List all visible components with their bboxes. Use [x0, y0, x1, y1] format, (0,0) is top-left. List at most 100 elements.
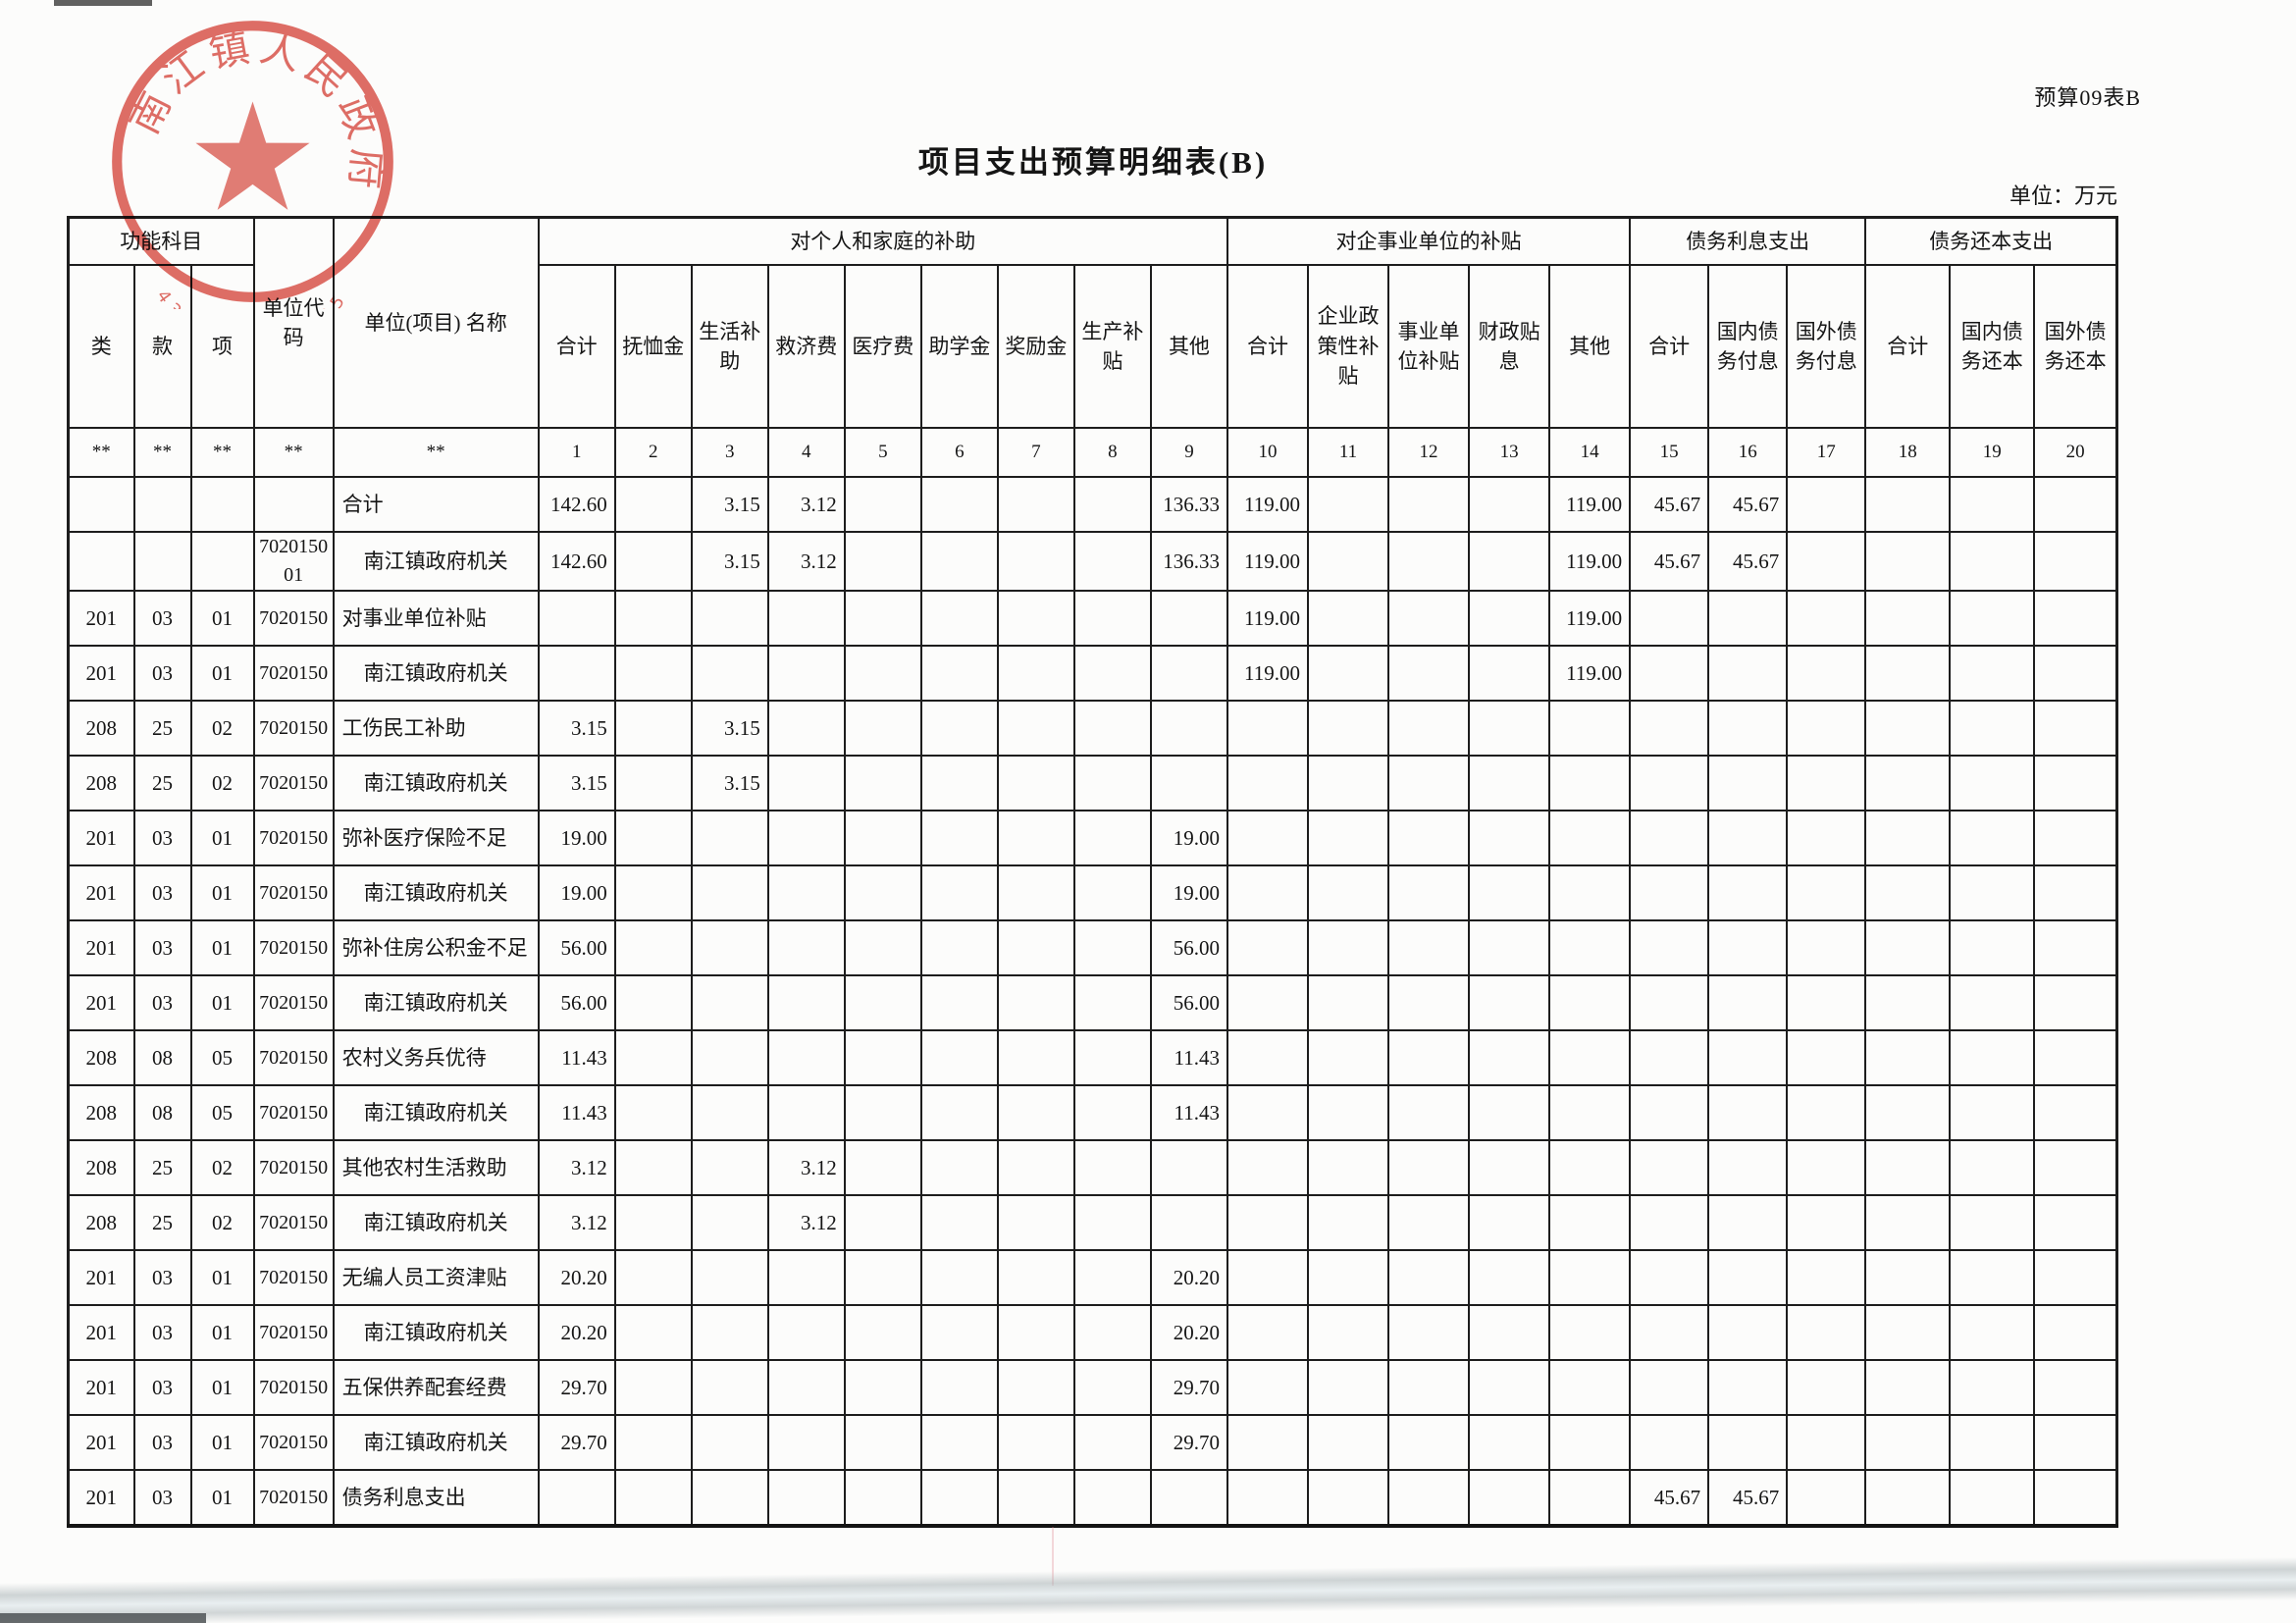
value-cell-col11: [1306, 590, 1390, 647]
value-cell-col16: [1707, 919, 1789, 976]
unit-project-name-cell: 南江镇政府机关: [332, 531, 540, 592]
table-row-3: 201 03 01 7020150 对事业单位补贴 119.00 119.00: [67, 590, 2118, 647]
value-cell-col2: [613, 974, 693, 1031]
unit-project-name-cell: 南江镇政府机关: [332, 1084, 540, 1141]
value-cell-col20: [2033, 1194, 2118, 1251]
value-cell-col4: [766, 1249, 846, 1306]
header-col-2-4: 财政贴息: [1468, 264, 1551, 429]
value-cell-col10: [1226, 1249, 1310, 1306]
lei-cell: 201: [67, 1414, 135, 1471]
value-cell-col6: [919, 755, 999, 812]
value-cell-col14: [1548, 1414, 1632, 1471]
value-cell-col7: [996, 645, 1075, 702]
table-row-7: 201 03 01 7020150 弥补医疗保险不足 19.00 19.00: [67, 810, 2118, 866]
unit-project-name-cell: 南江镇政府机关: [332, 645, 540, 702]
value-cell-col12: [1387, 810, 1471, 866]
table-row-14: 208 25 02 7020150 南江镇政府机关 3.12 3.12: [67, 1194, 2118, 1251]
value-cell-col3: 3.15: [690, 531, 769, 592]
value-cell-col10: 119.00: [1226, 476, 1310, 533]
value-cell-col11: [1306, 1084, 1390, 1141]
value-cell-col11: [1306, 864, 1390, 921]
header-unit-name: 单位(项目) 名称: [332, 216, 540, 429]
value-cell-col12: [1387, 974, 1471, 1031]
header-lei: 类: [67, 264, 135, 429]
value-cell-col11: [1306, 1249, 1390, 1306]
value-cell-col9: 56.00: [1149, 919, 1228, 976]
value-cell-col14: [1548, 1359, 1632, 1416]
value-cell-col4: [766, 1029, 846, 1086]
lei-cell: [67, 531, 135, 592]
value-cell-col11: [1306, 476, 1390, 533]
kuan-cell: 03: [132, 1304, 192, 1361]
value-cell-col12: [1387, 1469, 1471, 1528]
value-cell-col18: [1864, 645, 1952, 702]
unit-code-cell: 7020150: [252, 810, 335, 866]
index-cell-17: 12: [1387, 427, 1471, 478]
xiang-cell: [189, 476, 255, 533]
value-cell-col20: [2033, 645, 2118, 702]
xiang-cell: 02: [189, 1139, 255, 1196]
value-cell-col6: [919, 1194, 999, 1251]
xiang-cell: 01: [189, 590, 255, 647]
value-cell-col20: [2033, 476, 2118, 533]
value-cell-col18: [1864, 1469, 1952, 1528]
lei-cell: 201: [67, 974, 135, 1031]
value-cell-col6: [919, 590, 999, 647]
value-cell-col10: [1226, 919, 1310, 976]
index-cell-18: 13: [1468, 427, 1551, 478]
value-cell-col3: [690, 1249, 769, 1306]
index-cell-1: **: [67, 427, 135, 478]
value-cell-col17: [1786, 810, 1867, 866]
value-cell-col2: [613, 531, 693, 592]
value-cell-col17: [1786, 700, 1867, 757]
header-col-1-8: 生产补贴: [1072, 264, 1152, 429]
kuan-cell: 03: [132, 1359, 192, 1416]
unit-code-cell: 7020150: [252, 1249, 335, 1306]
value-cell-col17: [1786, 590, 1867, 647]
index-cell-5: **: [332, 427, 540, 478]
value-cell-col18: [1864, 1414, 1952, 1471]
value-cell-col20: [2033, 1359, 2118, 1416]
index-cell-15: 10: [1226, 427, 1310, 478]
value-cell-col18: [1864, 974, 1952, 1031]
form-code-label: 预算09表B: [2034, 85, 2141, 110]
value-cell-col12: [1387, 476, 1471, 533]
value-cell-col14: [1548, 1304, 1632, 1361]
xiang-cell: 02: [189, 755, 255, 812]
value-cell-col9: [1149, 1469, 1228, 1528]
value-cell-col15: [1629, 1359, 1710, 1416]
value-cell-col19: [1949, 864, 2036, 921]
value-cell-col11: [1306, 755, 1390, 812]
value-cell-col6: [919, 1084, 999, 1141]
header-col-1-2: 抚恤金: [613, 264, 693, 429]
xiang-cell: 05: [189, 1084, 255, 1141]
value-cell-col4: [766, 1304, 846, 1361]
value-cell-col14: [1548, 755, 1632, 812]
value-cell-col3: [690, 1414, 769, 1471]
value-cell-col18: [1864, 810, 1952, 866]
value-cell-col18: [1864, 1194, 1952, 1251]
value-cell-col7: [996, 1139, 1075, 1196]
value-cell-col2: [613, 810, 693, 866]
index-cell-22: 17: [1786, 427, 1867, 478]
value-cell-col4: [766, 864, 846, 921]
table-row-18: 201 03 01 7020150 南江镇政府机关 29.70 29.70: [67, 1414, 2118, 1471]
xiang-cell: 01: [189, 1414, 255, 1471]
value-cell-col8: [1072, 1084, 1152, 1141]
value-cell-col18: [1864, 1359, 1952, 1416]
value-cell-col20: [2033, 590, 2118, 647]
value-cell-col9: [1149, 645, 1228, 702]
unit-code-cell: 7020150: [252, 1304, 335, 1361]
value-cell-col13: [1468, 810, 1551, 866]
value-cell-col1: 56.00: [537, 919, 616, 976]
value-cell-col3: [690, 1359, 769, 1416]
value-cell-col13: [1468, 1029, 1551, 1086]
value-cell-col18: [1864, 1304, 1952, 1361]
kuan-cell: [132, 476, 192, 533]
value-cell-col4: [766, 1414, 846, 1471]
value-cell-col1: 56.00: [537, 974, 616, 1031]
value-cell-col20: [2033, 864, 2118, 921]
value-cell-col14: [1548, 1194, 1632, 1251]
value-cell-col4: [766, 1469, 846, 1528]
unit-project-name-cell: 债务利息支出: [332, 1469, 540, 1528]
